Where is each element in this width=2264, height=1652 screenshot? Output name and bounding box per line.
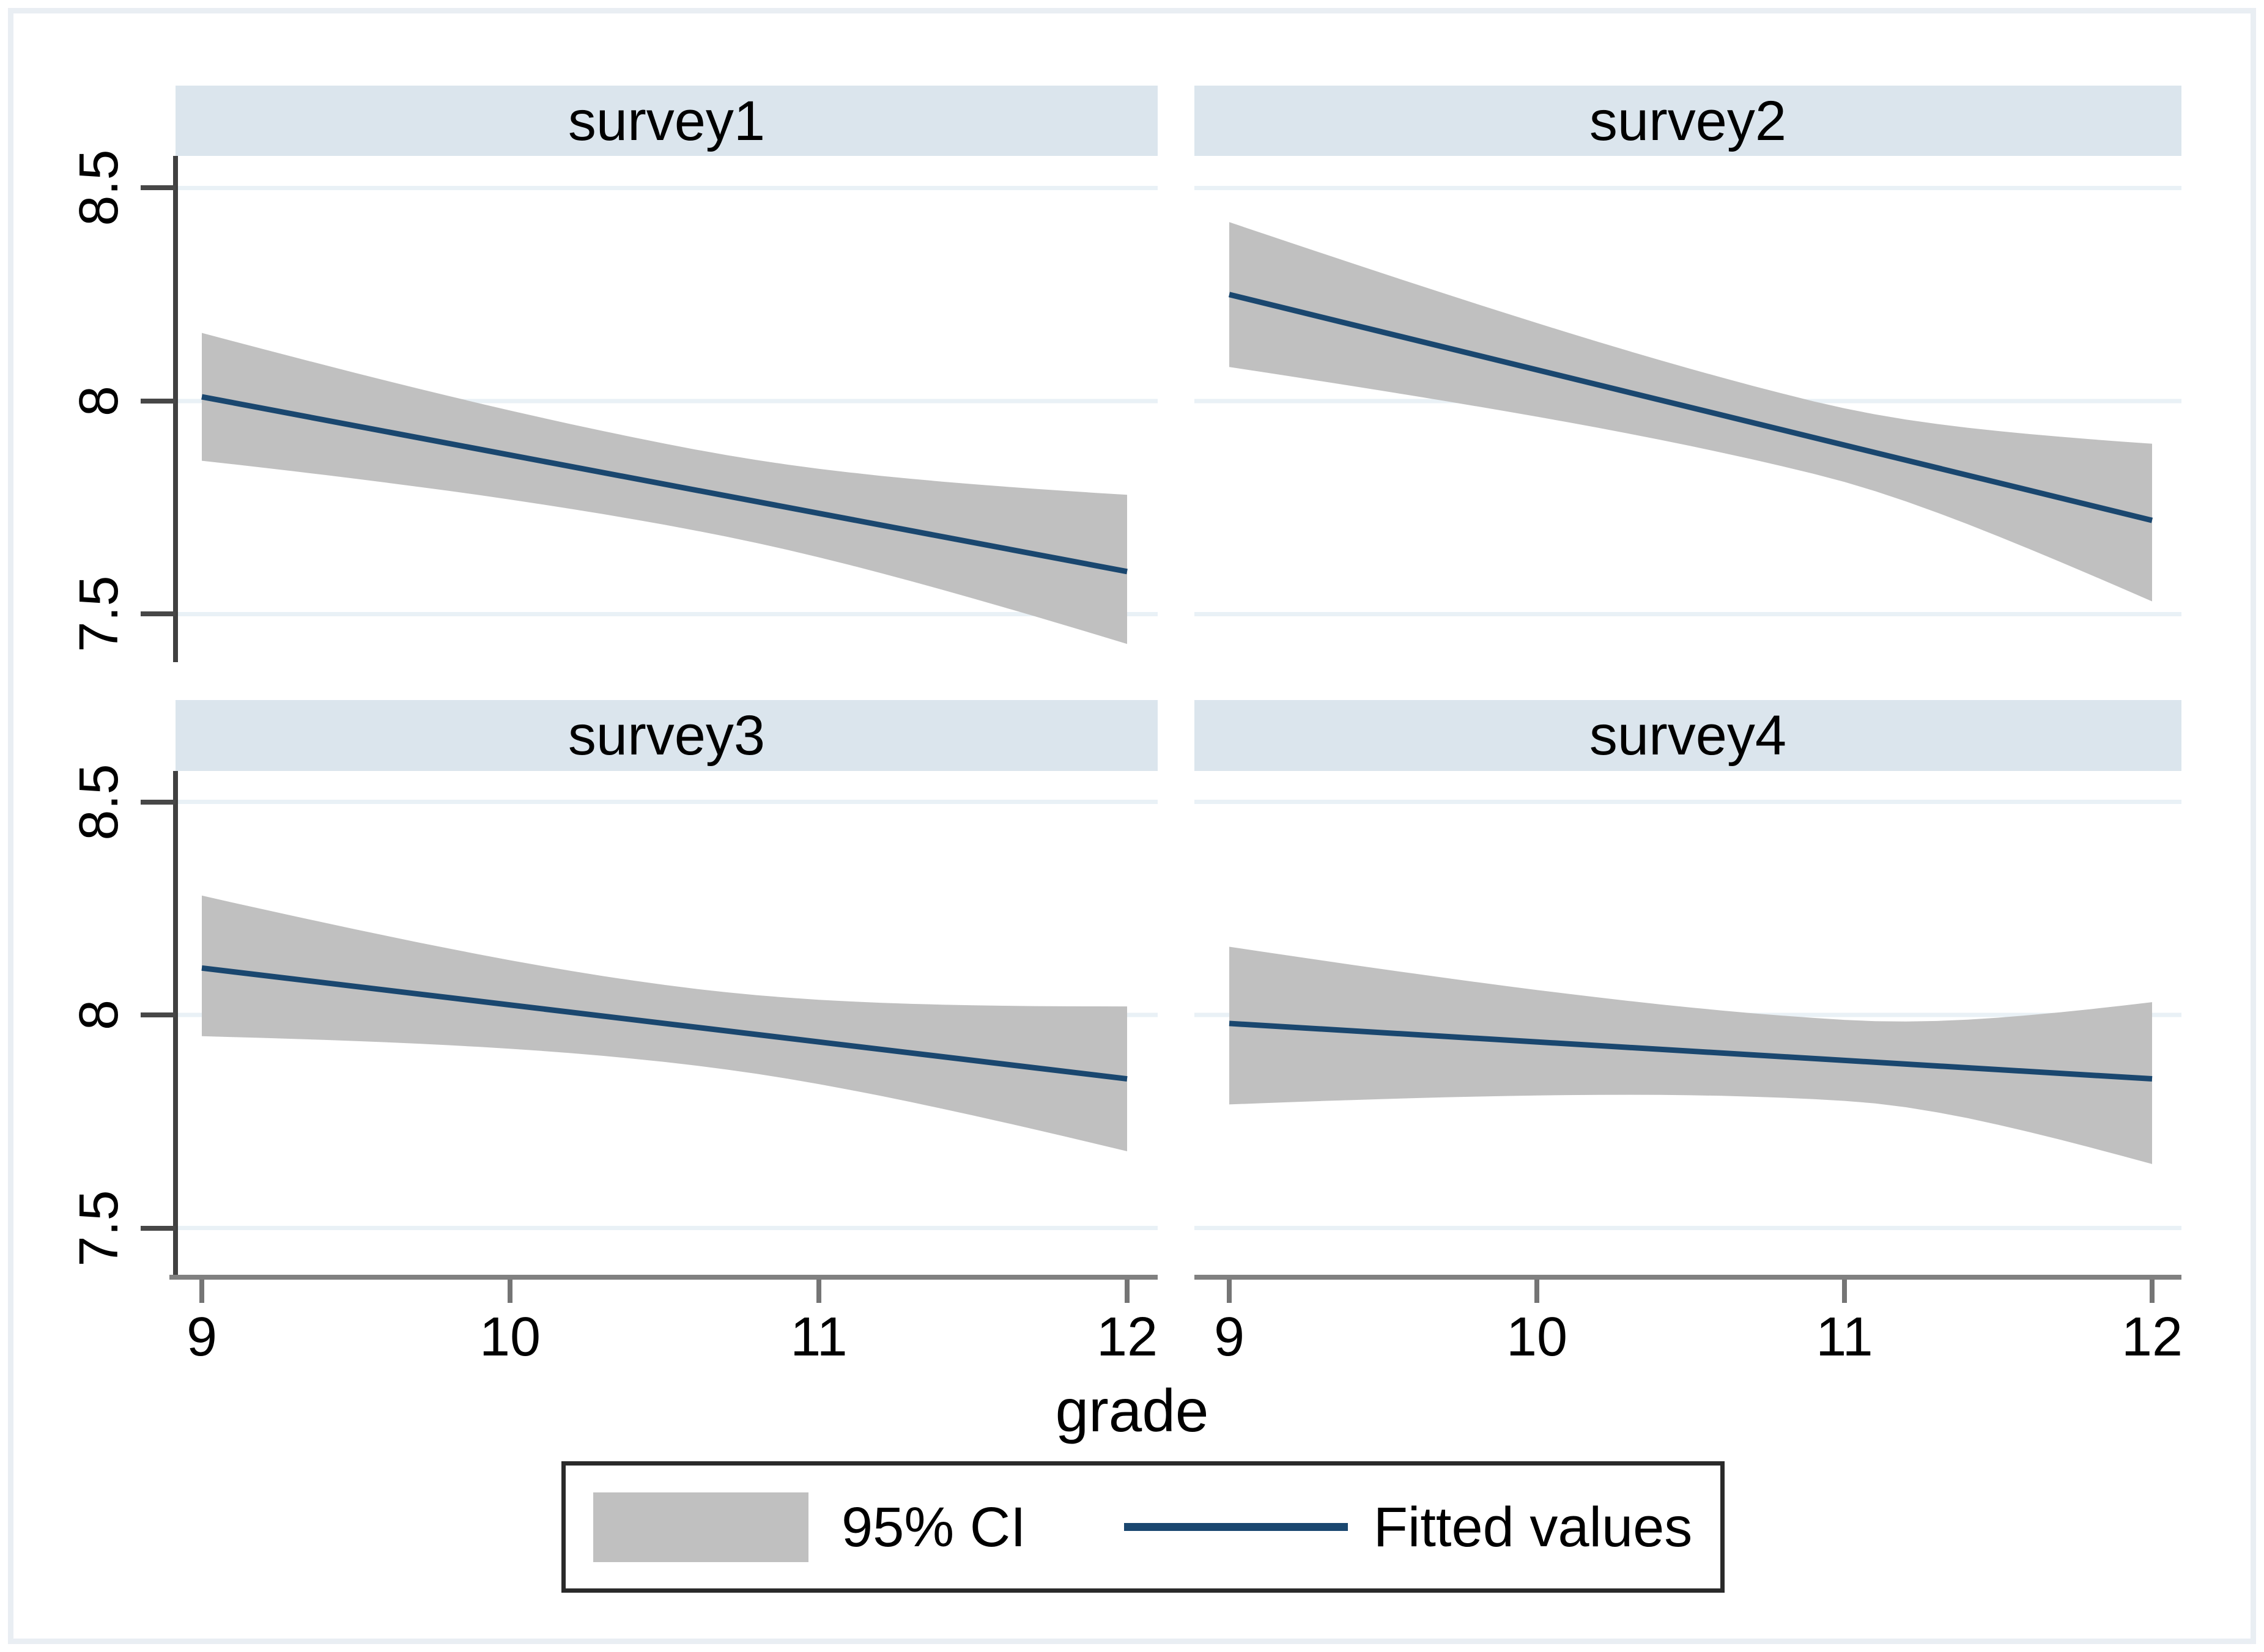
fitted-line xyxy=(201,965,1128,1082)
x-tick xyxy=(2150,1280,2155,1303)
x-tick xyxy=(1842,1280,1847,1303)
x-tick-label: 12 xyxy=(1096,1307,1158,1368)
panel-header-survey3: survey3 xyxy=(176,700,1158,771)
y-tick xyxy=(141,1012,176,1017)
x-tick xyxy=(508,1280,512,1303)
ci-band xyxy=(1229,222,2152,602)
panel-title: survey1 xyxy=(568,89,766,152)
panel-plot-survey2 xyxy=(1194,186,2181,616)
x-tick xyxy=(816,1280,821,1303)
legend-fitted-label: Fitted values xyxy=(1373,1495,1693,1558)
x-tick-label: 11 xyxy=(790,1307,848,1368)
panel-plot-survey1 xyxy=(176,186,1158,644)
x-tick-label: 10 xyxy=(479,1307,541,1368)
x-tick-label: 10 xyxy=(1506,1307,1568,1368)
x-tick xyxy=(1227,1280,1232,1303)
x-tick-label: 9 xyxy=(1213,1307,1245,1368)
legend-box: 95% CI Fitted values xyxy=(561,1461,1725,1593)
fitted-line xyxy=(1228,292,2153,523)
y-tick xyxy=(141,399,176,404)
x-axis-title: grade xyxy=(1055,1377,1209,1444)
y-tick xyxy=(141,800,176,805)
x-tick-label: 12 xyxy=(2121,1307,2183,1368)
y-tick xyxy=(141,1226,176,1231)
panel-title: survey2 xyxy=(1589,89,1787,152)
legend-fitted-line-sample xyxy=(1123,1523,1348,1531)
y-tick-label: 7.5 xyxy=(68,575,130,652)
ci-band xyxy=(202,333,1127,644)
x-tick-label: 9 xyxy=(186,1307,218,1368)
fitted-line xyxy=(201,394,1128,575)
panel-header-survey1: survey1 xyxy=(176,86,1158,156)
ci-band xyxy=(1229,946,2152,1164)
x-tick xyxy=(1125,1280,1130,1303)
y-axis-row1 xyxy=(173,156,178,662)
panel-header-survey2: survey2 xyxy=(1194,86,2181,156)
y-tick-label: 7.5 xyxy=(68,1190,130,1267)
y-tick-label: 8.5 xyxy=(68,149,130,226)
y-tick xyxy=(141,185,176,190)
x-tick xyxy=(1534,1280,1539,1303)
y-axis-row2 xyxy=(173,771,178,1280)
x-axis-col1 xyxy=(169,1275,1158,1280)
panel-plot-survey4 xyxy=(1194,800,2181,1230)
panel-title: survey3 xyxy=(568,704,766,767)
panel-header-survey4: survey4 xyxy=(1194,700,2181,771)
y-tick-label: 8 xyxy=(68,385,130,417)
y-tick-label: 8 xyxy=(68,999,130,1031)
x-tick xyxy=(199,1280,204,1303)
panel-title: survey4 xyxy=(1589,704,1787,767)
x-tick-label: 11 xyxy=(1816,1307,1873,1368)
y-tick xyxy=(141,611,176,616)
legend-ci-label: 95% CI xyxy=(842,1495,1026,1558)
x-axis-col2 xyxy=(1194,1275,2181,1280)
y-tick-label: 8.5 xyxy=(68,764,130,841)
fitted-line xyxy=(1229,1020,2153,1082)
legend-ci-swatch xyxy=(593,1492,808,1562)
panel-plot-survey3 xyxy=(176,800,1158,1230)
